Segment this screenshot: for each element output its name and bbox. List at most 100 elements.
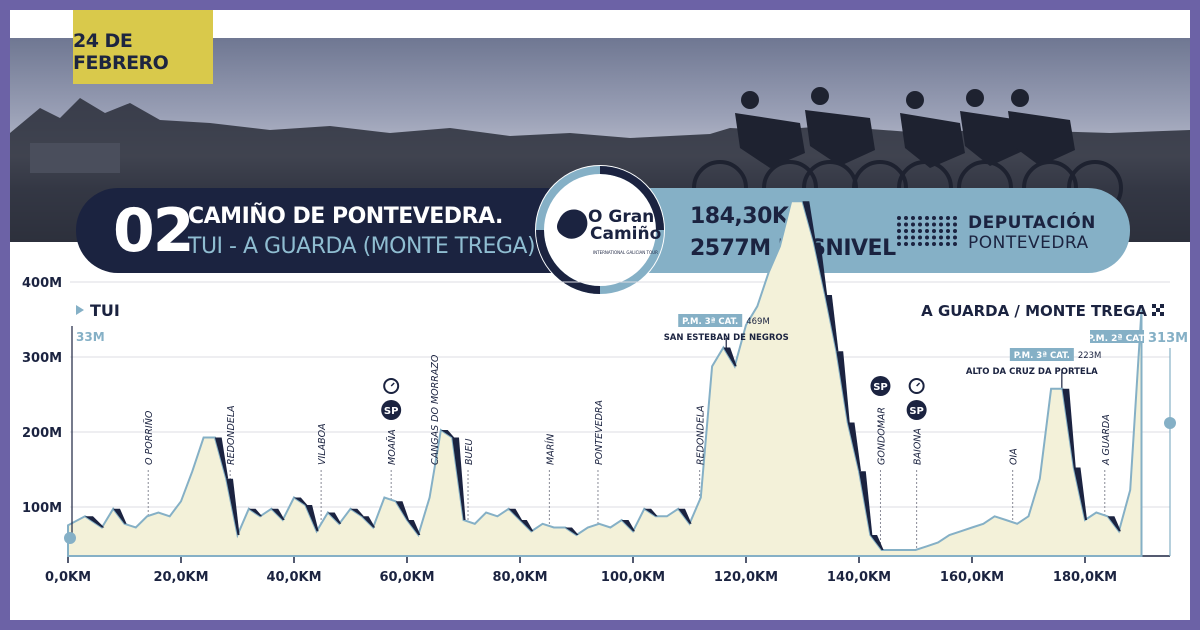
event-logo-line2: Camiño [590,224,662,244]
x-tick-label: 160,0KM [940,570,1004,585]
descent-shade [271,508,285,520]
date-text: 24 DE FEBRERO [73,30,169,74]
stage-title-bar [76,188,576,273]
logo-dot [946,229,950,233]
stopwatch-hand [916,382,921,387]
descent-shade [859,471,873,535]
descent-shade [440,430,455,438]
descent-shade [836,351,850,423]
logo-dot [953,242,957,246]
event-logo-line1: O Gran [588,207,655,227]
logo-dot [946,222,950,227]
descent-shade [294,497,308,505]
logo-dot [953,235,957,240]
logo-dot [925,222,929,227]
descent-shade [644,508,658,517]
descent-shade [361,516,376,528]
logo-dot [897,229,901,233]
climb-altitude: 469M [746,317,770,327]
logo-dot [939,216,943,220]
y-tick-label: 200M [22,426,62,441]
descent-shade [226,478,240,535]
logo-dot [939,242,943,246]
sprint-icon [381,400,402,420]
waypoint-label: VILABOA [317,423,328,465]
logo-dot [897,235,901,240]
waypoint-label: BUEU [464,439,475,465]
descent-shade [248,508,263,517]
stopwatch-hand [390,382,395,387]
logo-dot [925,235,929,240]
start-name: TUI [90,301,120,320]
flag-cell [1160,304,1164,308]
climb-shading [84,201,1121,550]
x-tick-label: 80,0KM [492,570,547,585]
descent-shade [395,501,410,520]
start-altitude: 33M [76,330,105,344]
profile-area [67,200,1143,557]
deputacion-logo-icon [897,216,957,246]
logo-dot [911,235,915,240]
climb-category-badge [1009,348,1074,361]
x-tick-label: 180,0KM [1053,570,1117,585]
stage-card: 24 DE FEBRERO 02 CAMIÑO DE PONTEVEDRA. T… [10,10,1190,620]
waypoint-label: BAIONA [913,428,924,465]
flag-cell [1152,304,1156,308]
finish-name: A GUARDA / MONTE TREGA [921,302,1147,320]
descent-shade [407,520,421,535]
sprint-label: SP [873,382,888,393]
logo-dot [925,229,929,233]
start-flag-icon [76,305,84,315]
x-tick-label: 100,0KM [601,570,665,585]
finish-marker [1164,417,1176,429]
descent-shade [825,295,839,352]
logo-dot [918,242,922,246]
descent-shade [723,347,737,367]
logo-dot [925,216,929,220]
logo-dot [918,235,922,240]
sprint-label: SP [384,406,399,417]
waypoint-label: GONDOMAR [876,407,887,465]
descent-shade [1107,516,1121,532]
finish-category-badge [1090,330,1144,343]
logo-dot [932,235,936,240]
climb-category-badge [678,314,743,327]
climb-name: ALTO DA CRUZ DA PORTELA [966,367,1098,377]
date-badge: 24 DE FEBRERO [73,10,213,84]
waypoint-label: REDONDELA [226,405,237,465]
descent-shade [847,422,862,472]
descent-shade [350,508,364,517]
climb-category: P.M. 3ª CAT. [682,317,738,327]
x-tick-label: 120,0KM [714,570,778,585]
x-tick-label: 20,0KM [153,570,208,585]
logo-dot [953,216,957,220]
descent-shade [214,437,229,479]
stage-name: CAMIÑO DE PONTEVEDRA. [188,204,503,229]
logo-dot [918,222,922,227]
descent-shade [621,520,636,532]
climb-altitude: 223M [1078,351,1102,361]
logo-dot [918,229,922,233]
sprint-label: SP [909,406,924,417]
descent-shade [813,242,828,295]
sprint-icon [906,400,927,420]
logo-dot [932,216,936,220]
sprint-icon [870,376,891,396]
logo-dot [911,216,915,220]
stage-number: 02 [113,196,194,266]
logo-dot [932,222,936,227]
logo-dot [897,222,901,227]
event-logo-subtitle: INTERNATIONAL GALICIAN TOUR [593,250,658,255]
descent-shade [1073,467,1088,520]
x-tick-label: 40,0KM [266,570,321,585]
stage-route: TUI - A GUARDA (MONTE TREGA) [188,234,536,259]
descent-shade [870,535,884,550]
event-logo [535,165,665,295]
descent-shade [508,508,523,520]
logo-dot [953,229,957,233]
sponsor-name-line2: PONTEVEDRA [968,233,1089,253]
climb-name: SAN ESTEBAN DE NEGROS [664,333,789,343]
waypoint-label: PONTEVEDRA [594,400,605,465]
y-tick-label: 100M [22,501,62,516]
descent-shade [565,527,579,535]
